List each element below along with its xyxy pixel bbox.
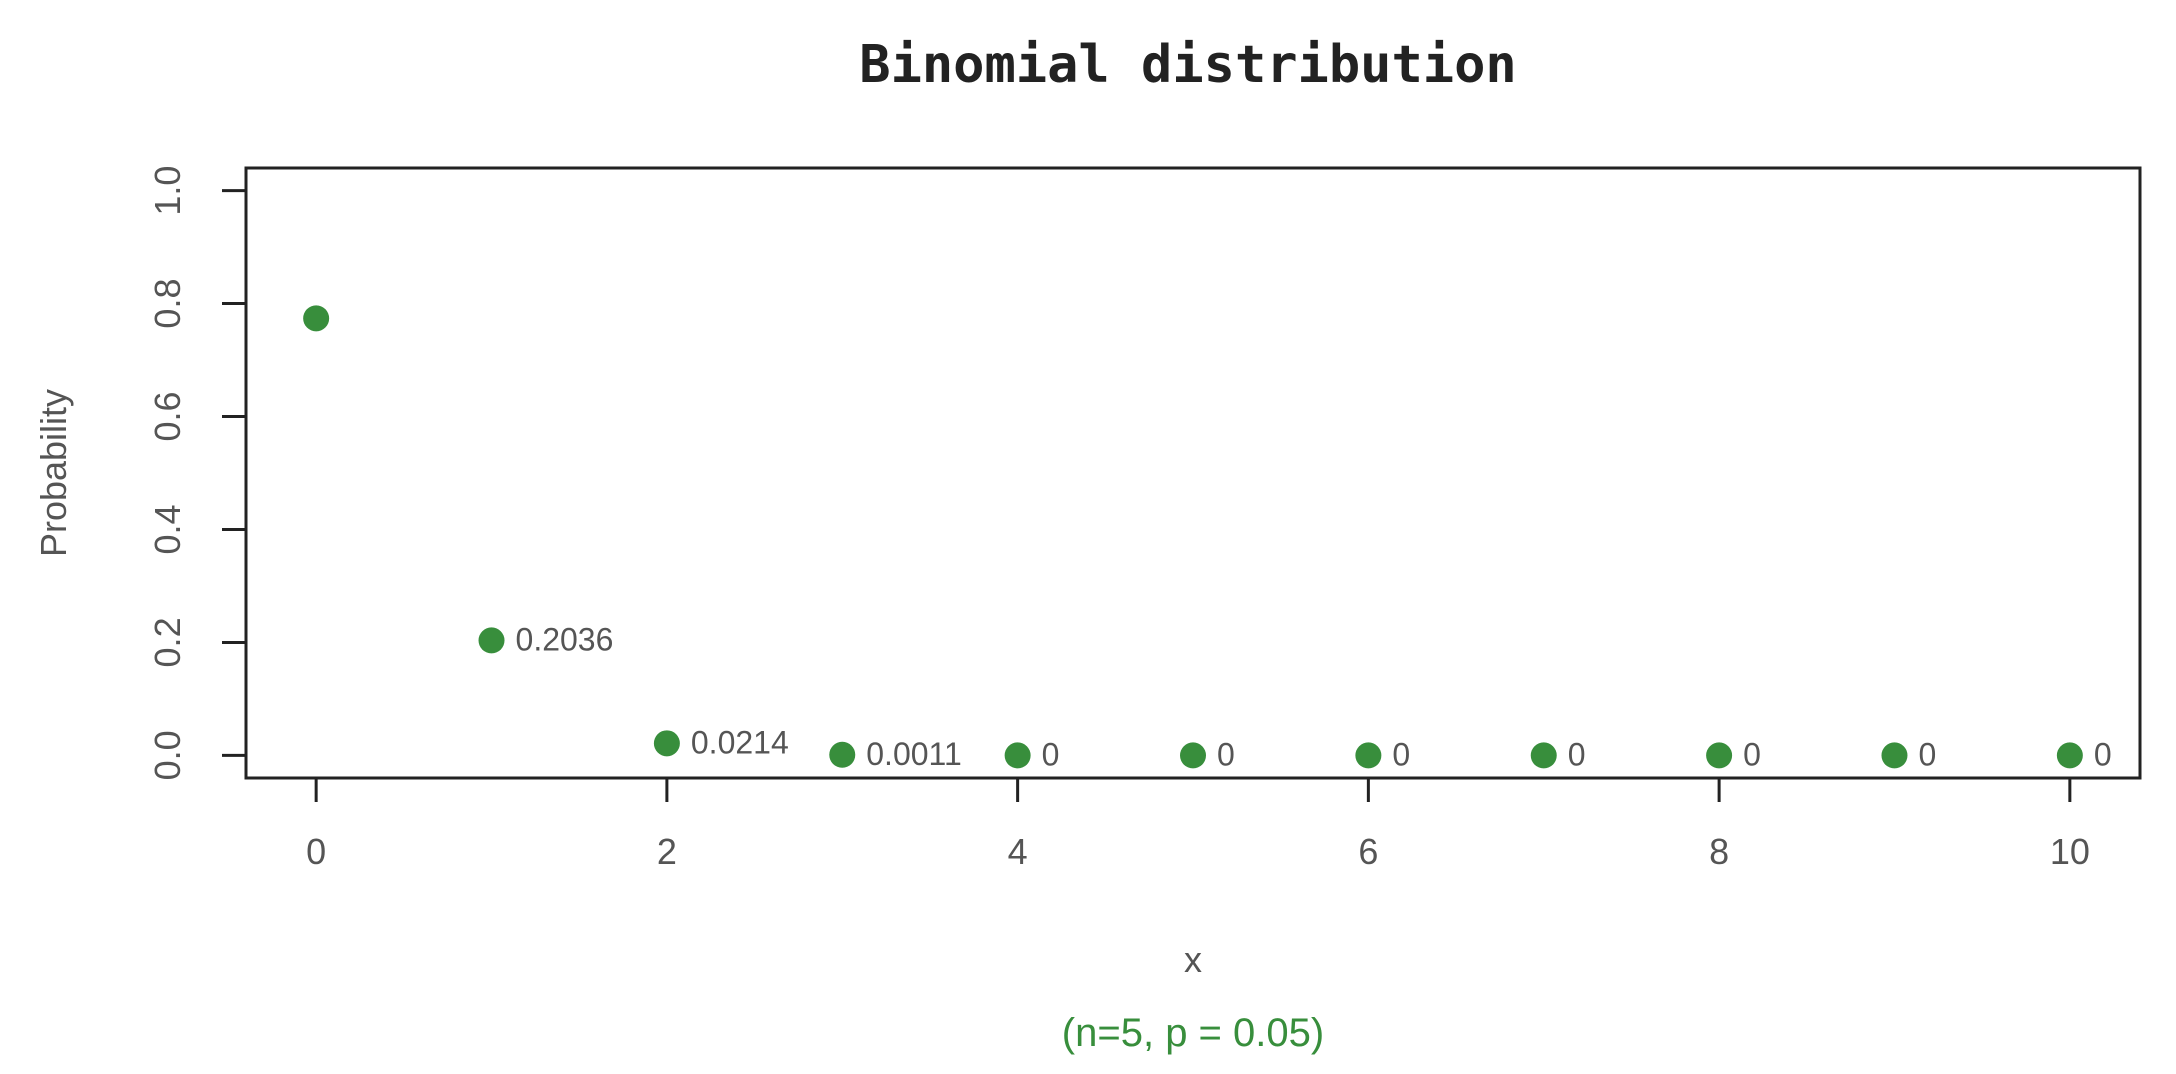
data-point-label: 0 (1568, 736, 1586, 772)
x-tick-label: 0 (306, 831, 326, 872)
data-point-label: 0.2036 (516, 621, 614, 657)
chart-title: Binomial distribution (859, 35, 1516, 95)
data-point (1706, 742, 1733, 769)
data-point (303, 305, 330, 332)
data-point-label: 0 (2094, 736, 2112, 772)
y-tick-label: 0.4 (147, 504, 188, 554)
data-point-label: 0 (1392, 736, 1410, 772)
plot-frame (244, 166, 2142, 780)
data-point (653, 730, 680, 757)
y-tick-label: 0.2 (147, 617, 188, 667)
data-point-label: 0 (1217, 736, 1235, 772)
y-axis: 0.0 0.2 0.4 0.6 0.8 1.0 (147, 166, 246, 780)
y-tick-label: 0.8 (147, 279, 188, 329)
x-tick-label: 4 (1008, 831, 1028, 872)
data-points (303, 305, 2083, 769)
data-labels: 0.2036 0.0214 0.0011 0 0 0 0 0 0 0 (516, 621, 2112, 772)
data-point (478, 627, 505, 654)
data-point (2056, 742, 2083, 769)
x-axis-label: x (1184, 939, 1202, 980)
data-point-label: 0 (1042, 736, 1060, 772)
y-tick-label: 1.0 (147, 166, 188, 216)
data-point-label: 0.0214 (691, 724, 789, 760)
chart-subtitle: (n=5, p = 0.05) (1062, 1011, 1324, 1055)
x-tick-label: 6 (1358, 831, 1378, 872)
data-point (1180, 742, 1206, 769)
data-point-label: 0 (1918, 736, 1936, 772)
x-tick-label: 10 (2050, 831, 2090, 872)
data-point (829, 741, 856, 768)
data-point (1004, 742, 1031, 769)
data-point-label: 0 (1743, 736, 1761, 772)
data-point (1881, 742, 1908, 769)
x-tick-label: 2 (657, 831, 677, 872)
y-tick-label: 0.6 (147, 391, 188, 441)
data-point (1355, 742, 1382, 769)
data-point-label: 0.0011 (866, 736, 962, 772)
x-tick-label: 8 (1709, 831, 1729, 872)
y-axis-label: Probability (33, 389, 74, 557)
data-point (1530, 742, 1557, 769)
x-axis: 0 2 4 6 8 10 (306, 778, 2090, 872)
y-tick-label: 0.0 (147, 730, 188, 780)
